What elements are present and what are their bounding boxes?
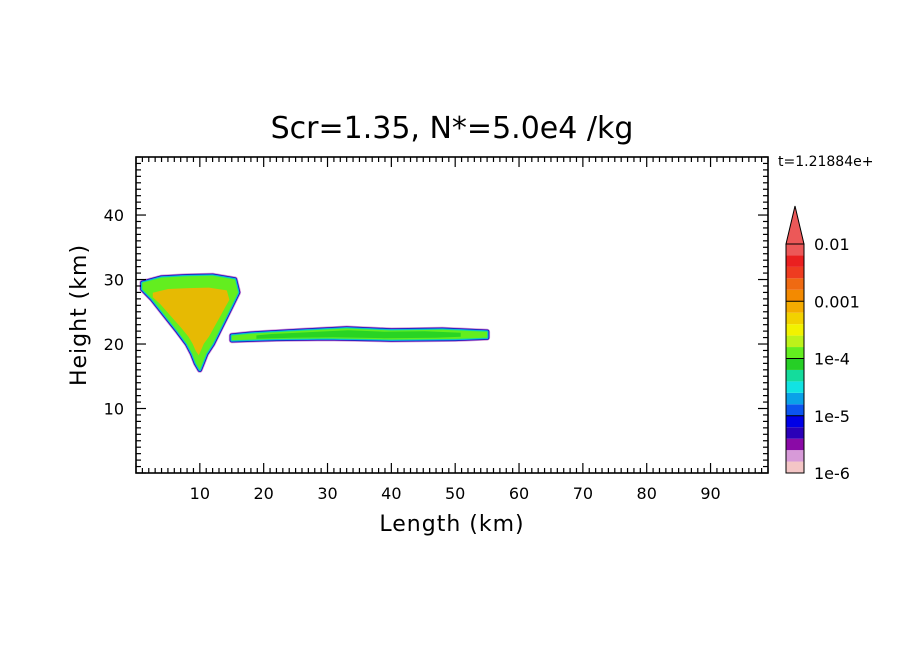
colorbar-bin bbox=[786, 392, 804, 405]
colorbar-label: 1e-5 bbox=[814, 407, 850, 426]
x-tick-label: 60 bbox=[509, 484, 529, 503]
colorbar-bin bbox=[786, 289, 804, 302]
plot-area: 10 20 30 40 50 60 70 80 90 10 20 30 40 bbox=[104, 156, 769, 503]
y-tick-label: 10 bbox=[104, 400, 124, 419]
x-tick-label: 50 bbox=[445, 484, 465, 503]
time-label: t=1.21884e+ bbox=[778, 154, 873, 170]
x-tick-label: 20 bbox=[253, 484, 273, 503]
x-tick-label: 40 bbox=[381, 484, 401, 503]
x-tick-label: 80 bbox=[637, 484, 657, 503]
y-axis-ticks: 10 20 30 40 bbox=[104, 156, 768, 474]
colorbar-bin bbox=[786, 301, 804, 313]
colorbar-label: 1e-6 bbox=[814, 464, 850, 483]
plot-background bbox=[136, 157, 768, 473]
y-tick-label: 40 bbox=[104, 206, 124, 225]
colorbar-bin bbox=[786, 381, 804, 393]
x-axis-label: Length (km) bbox=[379, 512, 524, 537]
colorbar-bin bbox=[786, 347, 804, 359]
colorbar-bin bbox=[786, 438, 804, 451]
colorbar-bin bbox=[786, 450, 804, 462]
colorbar-bin bbox=[786, 278, 804, 290]
colorbar: 0.01 0.001 1e-4 1e-5 1e-6 bbox=[785, 205, 860, 483]
colorbar-bin bbox=[786, 244, 804, 256]
x-tick-label: 70 bbox=[573, 484, 593, 503]
colorbar-bin bbox=[786, 255, 804, 267]
plot-frame bbox=[135, 156, 769, 474]
colorbar-label: 1e-4 bbox=[814, 350, 850, 369]
convective-core-fill bbox=[152, 287, 230, 356]
x-tick-label: 10 bbox=[190, 484, 210, 503]
x-axis-ticks: 10 20 30 40 50 60 70 80 90 bbox=[135, 157, 769, 503]
colorbar-label: 0.001 bbox=[814, 292, 860, 311]
y-tick-label: 20 bbox=[104, 335, 124, 354]
colorbar-bin bbox=[786, 358, 804, 370]
colorbar-bin bbox=[786, 404, 804, 416]
colorbar-bin bbox=[786, 324, 804, 336]
colorbar-bin bbox=[786, 369, 804, 382]
chart-title: Scr=1.35, N*=5.0e4 /kg bbox=[271, 111, 634, 146]
colorbar-label: 0.01 bbox=[814, 235, 850, 254]
colorbar-bin bbox=[786, 312, 804, 325]
colorbar-bin bbox=[786, 415, 804, 428]
x-tick-label: 90 bbox=[700, 484, 720, 503]
x-tick-label: 30 bbox=[317, 484, 337, 503]
colorbar-bin bbox=[786, 461, 804, 473]
condensate-field bbox=[139, 272, 491, 373]
colorbar-extend-triangle bbox=[785, 205, 805, 245]
y-axis-label: Height (km) bbox=[67, 244, 92, 386]
colorbar-bin bbox=[786, 335, 804, 348]
colorbar-bin bbox=[786, 266, 804, 279]
y-tick-label: 30 bbox=[104, 271, 124, 290]
anvil-plume-fill bbox=[256, 330, 461, 339]
colorbar-bin bbox=[786, 427, 804, 439]
